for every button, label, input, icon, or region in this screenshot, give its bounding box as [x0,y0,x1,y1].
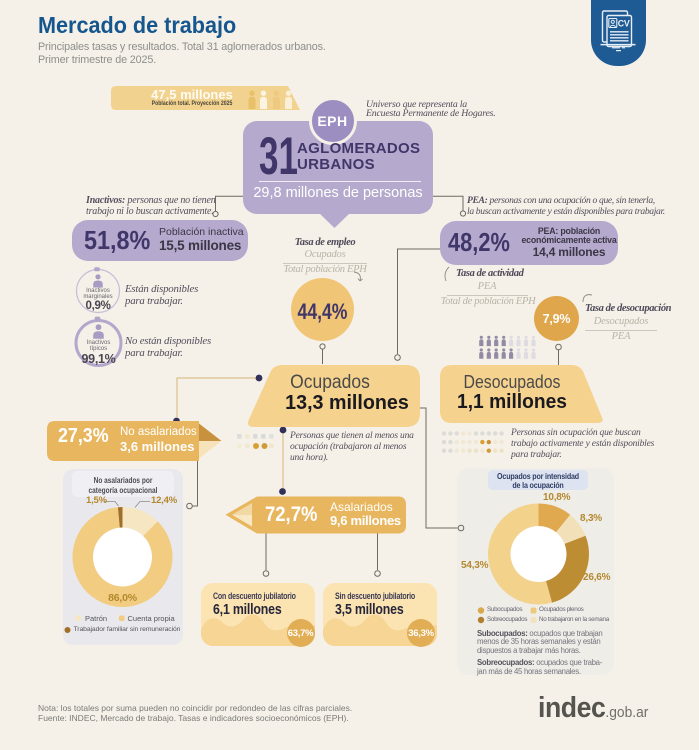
svg-text:CV: CV [618,18,630,28]
